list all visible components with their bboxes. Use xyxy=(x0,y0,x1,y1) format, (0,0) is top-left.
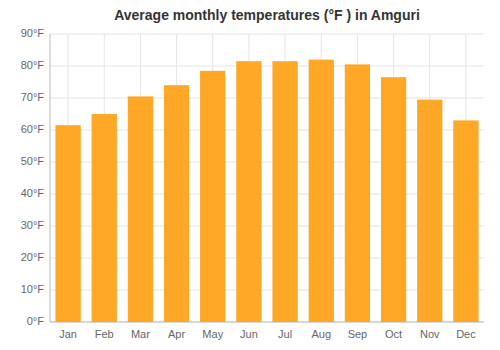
y-tick-label: 40°F xyxy=(21,187,45,199)
y-grid-line xyxy=(50,98,484,99)
axes: 0°F 10°F 20°F 30°F 40°F 50°F 60°F 70°F 80°F 90°F J… xyxy=(21,27,484,340)
y-tick-label: 70°F xyxy=(21,91,45,103)
x-tick-label: Oct xyxy=(385,328,402,340)
page: {"chart_data": {"type": "bar", "title": … xyxy=(0,0,500,350)
chart-svg: Average monthly temperatures (°F ) in Am… xyxy=(0,0,500,350)
x-tick-label: Mar xyxy=(131,328,150,340)
y-grid-line xyxy=(50,66,484,67)
bar xyxy=(200,71,225,322)
y-tick-label: 30°F xyxy=(21,219,45,231)
bar xyxy=(55,125,80,322)
y-tick-label: 10°F xyxy=(21,283,45,295)
x-tick-label: May xyxy=(202,328,223,340)
title: Average monthly temperatures (°F ) in Am… xyxy=(114,7,420,23)
y-tick-label: 60°F xyxy=(21,123,45,135)
x-tick-label: Feb xyxy=(95,328,114,340)
x-tick-label: Jan xyxy=(59,328,77,340)
x-tick-label: Aug xyxy=(311,328,331,340)
bar xyxy=(381,77,406,322)
bar xyxy=(453,120,478,322)
x-tick-label: Apr xyxy=(168,328,185,340)
chart-container: Average monthly temperatures (°F ) in Am… xyxy=(0,0,500,350)
bar xyxy=(272,61,297,322)
bar xyxy=(236,61,261,322)
grid xyxy=(50,34,484,322)
x-tick-label: Jun xyxy=(240,328,258,340)
y-axis-line xyxy=(50,34,51,322)
y-tick-label: 20°F xyxy=(21,251,45,263)
x-tick-label: Nov xyxy=(420,328,440,340)
bar xyxy=(92,114,117,322)
bar xyxy=(417,100,442,322)
bar xyxy=(128,96,153,322)
x-tick-label: Sep xyxy=(348,328,368,340)
x-tick-label: Jul xyxy=(278,328,292,340)
x-tick-label: Dec xyxy=(456,328,476,340)
y-tick-label: 0°F xyxy=(27,315,45,327)
y-tick-label: 90°F xyxy=(21,27,45,39)
y-tick-label: 50°F xyxy=(21,155,45,167)
y-grid-line xyxy=(50,34,484,35)
bar xyxy=(309,60,334,322)
y-tick-label: 80°F xyxy=(21,59,45,71)
bar xyxy=(164,85,189,322)
bar xyxy=(345,64,370,322)
bars xyxy=(55,60,478,322)
